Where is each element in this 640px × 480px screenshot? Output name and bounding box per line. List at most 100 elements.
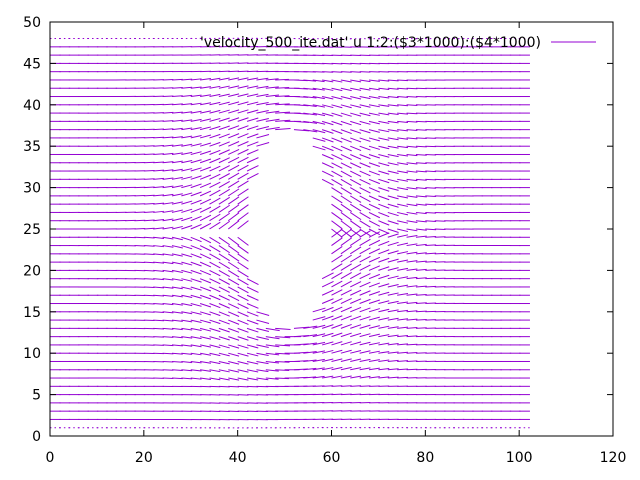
x-tick-label: 80 (416, 450, 434, 466)
velocity-vector (359, 341, 371, 346)
velocity-vector (181, 86, 193, 89)
velocity-vector (171, 176, 183, 180)
velocity-vector (415, 145, 427, 148)
velocity-vector (331, 129, 343, 135)
y-tick-label: 50 (23, 15, 41, 31)
velocity-vector (162, 193, 174, 197)
velocity-vector (368, 203, 381, 210)
velocity-vector (359, 307, 371, 313)
velocity-vector (218, 311, 230, 317)
velocity-vector (227, 212, 240, 222)
velocity-vector (425, 269, 437, 271)
velocity-vector (387, 195, 399, 200)
velocity-vector (378, 153, 390, 158)
velocity-vector (359, 104, 371, 108)
velocity-vector (340, 366, 352, 371)
velocity-vector (275, 377, 289, 380)
velocity-vector (153, 327, 165, 330)
velocity-vector (181, 319, 193, 323)
velocity-vector (199, 261, 212, 268)
velocity-vector (143, 194, 155, 197)
velocity-vector (312, 120, 326, 125)
velocity-vector (387, 300, 399, 305)
velocity-vector (425, 178, 437, 181)
velocity-vector (397, 343, 409, 346)
velocity-vector (303, 79, 317, 82)
velocity-vector (171, 225, 183, 230)
velocity-vector (237, 236, 249, 246)
velocity-vector (406, 335, 418, 338)
velocity-vector (209, 236, 221, 245)
velocity-vector (200, 126, 212, 131)
velocity-vector (378, 228, 390, 235)
velocity-vector (331, 349, 343, 354)
velocity-vector (368, 145, 380, 150)
velocity-vector (181, 311, 193, 315)
velocity-vector (368, 282, 380, 288)
velocity-vector (190, 236, 202, 243)
velocity-vector (340, 120, 352, 126)
velocity-vector (190, 78, 202, 81)
velocity-vector (200, 118, 212, 122)
velocity-vector (143, 261, 155, 264)
velocity-vector (378, 317, 390, 321)
velocity-vector (190, 311, 202, 315)
velocity-vector (368, 359, 380, 362)
velocity-vector (397, 259, 409, 263)
velocity-vector (218, 125, 230, 131)
velocity-vector (397, 178, 409, 182)
velocity-vector (359, 367, 371, 371)
velocity-vector (368, 256, 381, 263)
velocity-vector (322, 87, 334, 91)
velocity-vector (218, 344, 230, 349)
velocity-vector (406, 145, 418, 148)
velocity-vector (256, 101, 269, 106)
velocity-vector (218, 77, 230, 81)
velocity-vector (397, 96, 409, 98)
velocity-vector (406, 87, 418, 90)
velocity-vector (228, 117, 240, 122)
velocity-vector (331, 178, 343, 187)
velocity-vector (256, 327, 270, 332)
velocity-vector (181, 269, 193, 274)
velocity-vector (143, 211, 155, 213)
velocity-vector (162, 177, 174, 180)
velocity-vector (153, 145, 165, 147)
velocity-vector (303, 334, 318, 338)
velocity-vector (209, 253, 221, 261)
velocity-vector (340, 96, 352, 100)
velocity-vector (265, 344, 280, 348)
velocity-vector (209, 125, 221, 131)
velocity-vector (190, 327, 202, 332)
velocity-vector (350, 112, 362, 117)
velocity-vector (331, 212, 343, 221)
velocity-vector (228, 93, 240, 98)
velocity-vector (246, 327, 259, 333)
velocity-vector (368, 239, 381, 247)
velocity-vector (162, 226, 174, 230)
velocity-vector (190, 303, 202, 307)
y-tick-label: 45 (23, 56, 41, 72)
velocity-vector (209, 197, 221, 205)
velocity-vector (171, 78, 183, 81)
velocity-vector (190, 167, 202, 172)
velocity-vector (340, 187, 352, 195)
velocity-vector (368, 104, 380, 108)
velocity-vector (415, 268, 427, 271)
velocity-vector (397, 203, 409, 207)
velocity-vector (199, 286, 212, 292)
velocity-vector (209, 319, 221, 325)
velocity-vector (415, 327, 427, 329)
velocity-vector (350, 281, 362, 288)
velocity-vector (350, 129, 362, 134)
velocity-vector (228, 188, 240, 197)
velocity-vector (387, 178, 399, 183)
velocity-vector (237, 141, 249, 147)
velocity-vector (322, 104, 334, 109)
velocity-vector (387, 275, 399, 280)
velocity-vector (162, 161, 174, 164)
velocity-vector (406, 96, 418, 98)
x-tick-label: 0 (46, 450, 55, 466)
velocity-vector (181, 151, 193, 155)
velocity-vector (199, 190, 212, 197)
